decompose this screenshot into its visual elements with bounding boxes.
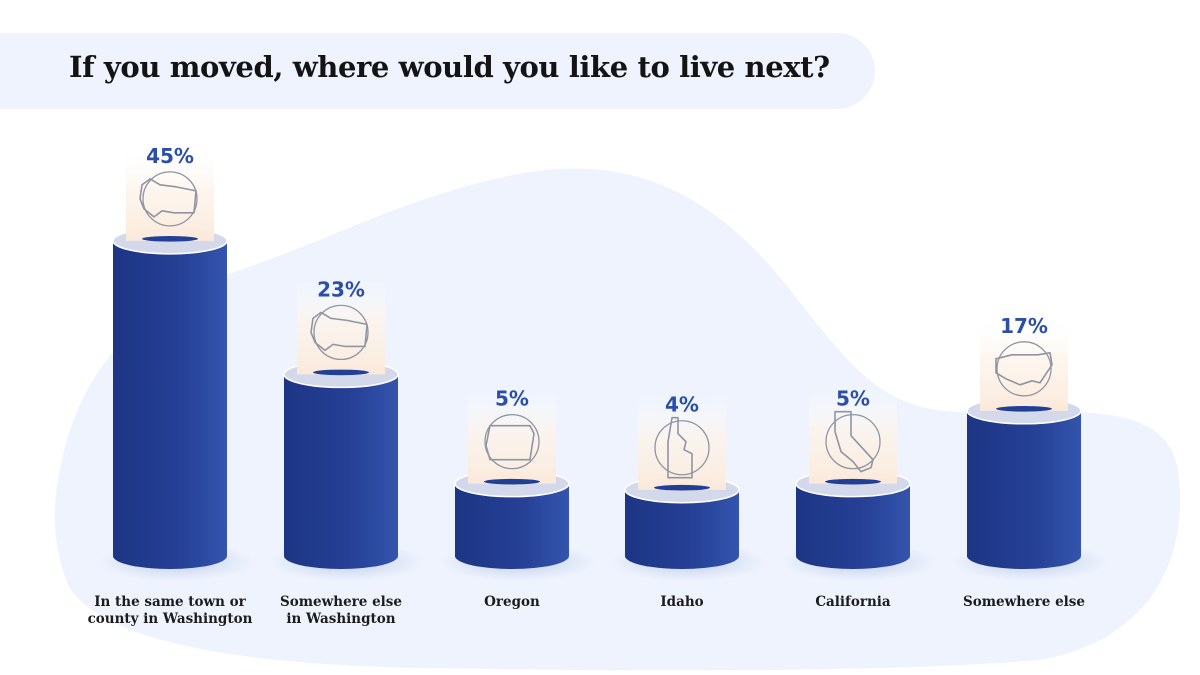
usa-icon: [995, 341, 1053, 397]
value-label: 23%: [317, 277, 365, 301]
washington-icon: [139, 171, 198, 227]
category-label-line: In the same town or: [94, 594, 246, 610]
category-label-line: California: [815, 594, 891, 610]
bar: [113, 240, 227, 569]
bar: [625, 489, 739, 569]
coin-slot: [484, 478, 540, 485]
oregon-icon: [484, 413, 540, 470]
category-label-line: Somewhere else: [280, 594, 402, 610]
category-label: Oregon: [417, 594, 607, 611]
title-banner: [0, 33, 875, 109]
value-label: 5%: [836, 387, 870, 411]
bar: [455, 483, 569, 569]
icon-card: [638, 394, 726, 490]
category-label-line: Idaho: [660, 594, 704, 610]
idaho-icon: [654, 416, 710, 479]
coin-slot: [825, 478, 881, 485]
icon-card: [468, 388, 556, 484]
washington-icon: [310, 304, 369, 361]
coin-slot: [654, 484, 710, 491]
value-label: 5%: [495, 387, 529, 411]
icon-card: [980, 315, 1068, 411]
category-label-line: in Washington: [286, 611, 396, 627]
california-icon: [825, 410, 881, 473]
category-label-line: Somewhere else: [963, 594, 1085, 610]
category-label: California: [758, 594, 948, 611]
coin-slot: [313, 369, 369, 376]
category-label-line: Oregon: [484, 594, 540, 610]
category-label: Somewhere else: [929, 594, 1119, 611]
category-label: Somewhere else in Washington: [246, 594, 436, 628]
category-label: In the same town or county in Washington: [75, 594, 265, 628]
value-label: 4%: [665, 393, 699, 417]
coin-slot: [996, 406, 1052, 412]
category-label-line: county in Washington: [87, 611, 253, 627]
chart-title: If you moved, where would you like to li…: [69, 50, 830, 84]
bar: [967, 410, 1081, 569]
value-label: 45%: [146, 144, 194, 168]
coin-slot: [142, 236, 198, 242]
category-label: Idaho: [587, 594, 777, 611]
icon-card: [809, 388, 897, 484]
value-label: 17%: [1000, 314, 1048, 338]
bar: [796, 483, 910, 569]
bar: [284, 374, 398, 569]
